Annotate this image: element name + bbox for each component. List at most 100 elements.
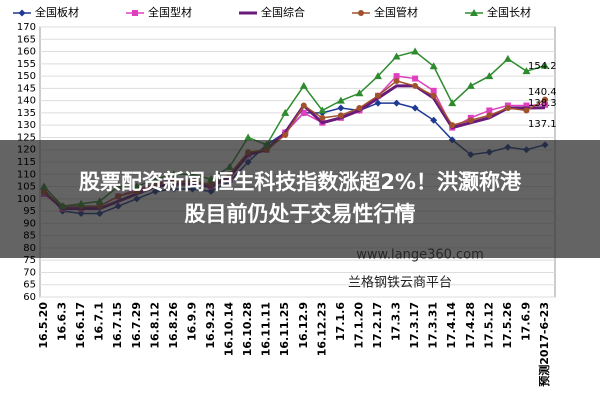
annotation: 138.3	[528, 98, 557, 109]
y-tick-label: 165	[17, 34, 36, 45]
marker	[541, 61, 549, 69]
x-tick-label: 16.10.14	[223, 302, 236, 357]
marker	[430, 87, 437, 94]
legend-label: 全国长材	[487, 5, 531, 19]
legend-label: 全国板材	[35, 5, 79, 19]
marker	[523, 102, 530, 109]
x-tick-label: 17.4.28	[464, 302, 477, 349]
x-tick-label: 16.9.9	[185, 302, 198, 341]
marker	[393, 78, 400, 84]
marker	[282, 132, 289, 138]
marker	[503, 54, 512, 62]
x-tick-label: 16.11.11	[260, 302, 273, 356]
banner-bg	[0, 140, 600, 258]
marker	[412, 75, 419, 82]
marker	[411, 47, 420, 55]
x-tick-label: 16.6.17	[74, 302, 87, 349]
marker	[542, 96, 548, 103]
y-tick-label: 105	[17, 182, 36, 193]
y-tick-label: 170	[17, 22, 36, 33]
marker	[337, 104, 345, 112]
x-tick-label: 16.9.23	[204, 302, 217, 349]
x-tick-label: 17.5.12	[482, 302, 495, 349]
banner-line: 股票配资新闻 恒生科技指数涨超2%！洪灏称港	[79, 170, 522, 194]
y-tick-label: 70	[23, 267, 36, 278]
y-tick-label: 110	[17, 169, 36, 180]
marker	[485, 72, 494, 80]
x-tick-label: 16.6.3	[56, 302, 69, 341]
annotation: 137.1	[528, 119, 557, 130]
x-tick-label: 预测2017-6-23	[537, 302, 551, 387]
x-tick-label: 17.5.26	[501, 302, 514, 349]
marker	[449, 122, 456, 129]
banner-text: 股票配资新闻 恒生科技指数涨超2%！洪灏称港股目前仍处于交易性行情	[79, 170, 522, 226]
y-tick-label: 125	[17, 132, 36, 143]
x-tick-label: 16.5.20	[37, 302, 50, 349]
marker	[375, 92, 381, 99]
marker	[430, 116, 438, 124]
marker	[504, 105, 511, 111]
marker	[467, 117, 474, 124]
marker	[393, 73, 400, 80]
y-tick-label: 90	[23, 218, 36, 229]
x-tick-label: 16.10.28	[241, 302, 254, 356]
x-tick-label: 17.3.3	[390, 302, 403, 341]
x-tick-label: 17.3.17	[408, 302, 421, 349]
y-tick-label: 135	[17, 108, 36, 119]
marker	[486, 112, 493, 119]
marker	[411, 104, 419, 112]
banner-line: 股目前仍处于交易性行情	[185, 202, 416, 226]
marker	[374, 99, 382, 107]
x-tick-label: 17.1.20	[352, 302, 365, 349]
x-tick-label: 17.4.14	[445, 302, 458, 349]
x-tick-label: 16.8.12	[148, 302, 161, 349]
marker	[393, 99, 401, 107]
marker	[299, 81, 308, 89]
legend-label: 全国管材	[374, 5, 418, 19]
marker	[318, 106, 327, 114]
y-tick-label: 60	[23, 292, 36, 303]
marker	[523, 107, 530, 114]
x-tick-label: 17.1.6	[334, 302, 347, 341]
marker	[300, 109, 307, 116]
x-tick-label: 16.7.1	[93, 302, 106, 341]
y-tick-label: 145	[17, 83, 36, 94]
legend-label: 全国综合	[261, 5, 305, 19]
marker	[337, 112, 344, 119]
marker	[356, 105, 363, 111]
y-tick-label: 150	[17, 71, 36, 82]
y-tick-label: 120	[17, 145, 36, 156]
x-tick-label: 17.2.17	[371, 302, 384, 349]
x-tick-label: 16.8.26	[167, 302, 180, 349]
marker	[486, 107, 493, 114]
y-tick-label: 100	[17, 194, 36, 205]
y-tick-label: 115	[17, 157, 36, 168]
legend-label: 全国型材	[148, 5, 192, 19]
marker	[336, 96, 345, 104]
x-tick-label: 16.7.15	[111, 302, 124, 349]
y-tick-label: 160	[17, 47, 36, 58]
y-tick-label: 65	[23, 280, 36, 291]
marker	[430, 92, 437, 99]
marker	[429, 62, 438, 70]
marker	[392, 52, 401, 60]
y-tick-label: 85	[23, 231, 36, 242]
y-tick-label: 75	[23, 255, 36, 266]
marker	[542, 101, 548, 108]
annotation: 154.2	[528, 61, 557, 72]
marker	[374, 72, 382, 80]
marker	[522, 67, 531, 75]
x-tick-label: 16.12.23	[315, 302, 328, 356]
marker	[281, 108, 290, 116]
x-tick-label: 16.7.29	[130, 302, 143, 349]
marker	[412, 82, 419, 89]
marker	[466, 81, 475, 89]
marker	[355, 89, 364, 97]
watermark-name: 兰格钢铁云商平台	[348, 275, 452, 291]
marker	[300, 102, 307, 109]
y-tick-label: 130	[17, 120, 36, 131]
marker	[319, 114, 326, 121]
y-tick-label: 80	[23, 243, 36, 254]
